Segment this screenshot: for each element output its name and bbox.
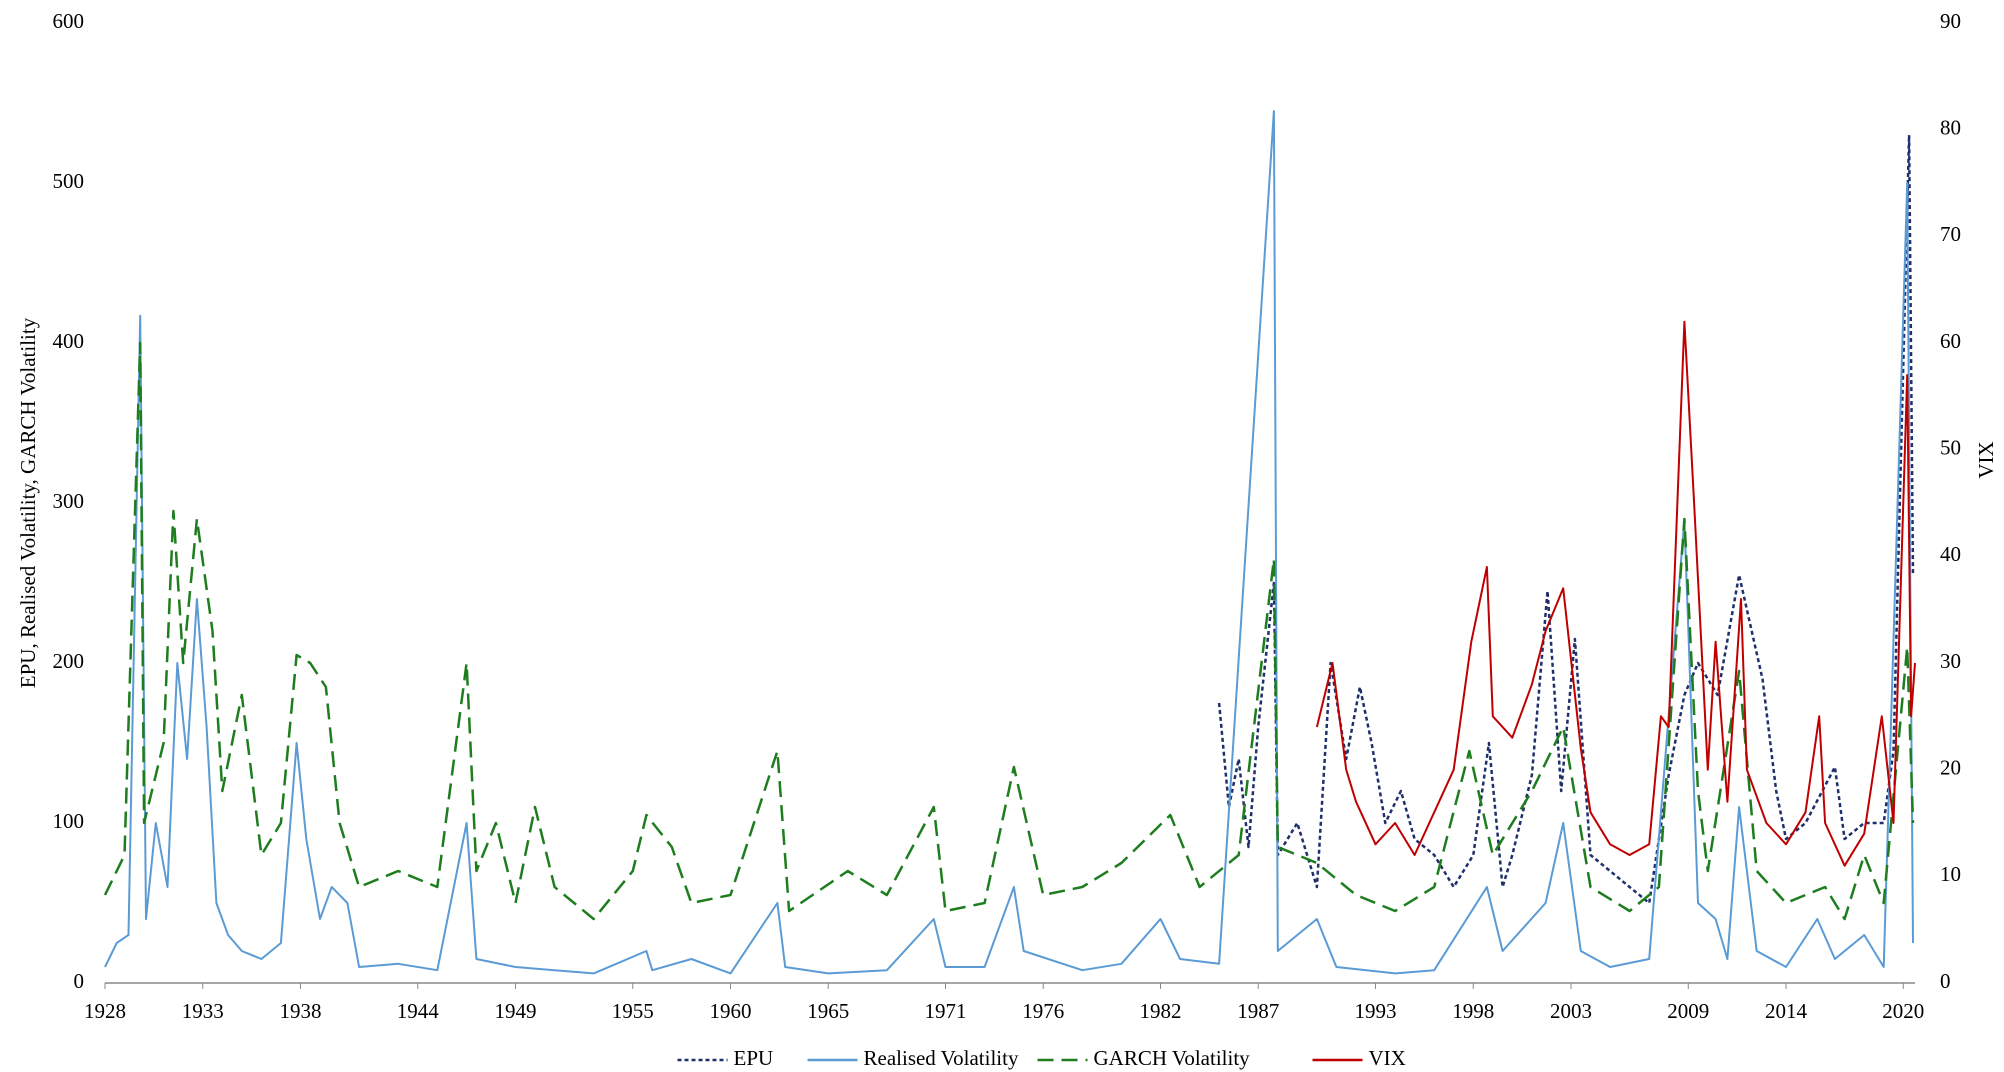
x-tick-label: 1955 [612, 999, 654, 1023]
x-tick-label: 1965 [807, 999, 849, 1023]
y-tick-label: 300 [53, 489, 85, 513]
x-tick-label: 2014 [1765, 999, 1808, 1023]
x-tick-label: 1993 [1355, 999, 1397, 1023]
series-line [103, 341, 1915, 921]
x-tick-label: 1976 [1022, 999, 1064, 1023]
legend-label: GARCH Volatility [1094, 1046, 1251, 1070]
y-tick-label: 100 [53, 809, 85, 833]
x-tick-label: 2020 [1882, 999, 1924, 1023]
x-tick-label: 1998 [1452, 999, 1494, 1023]
y2-tick-label: 90 [1940, 9, 1961, 33]
y2-tick-label: 40 [1940, 542, 1961, 566]
y2-tick-label: 70 [1940, 222, 1961, 246]
x-tick-label: 1987 [1237, 999, 1279, 1023]
x-tick-label: 1960 [709, 999, 751, 1023]
x-tick-label: 1982 [1140, 999, 1182, 1023]
y2-tick-label: 10 [1940, 862, 1961, 886]
y2-tick-label: 50 [1940, 435, 1961, 459]
x-tick-label: 1971 [924, 999, 966, 1023]
series-line [104, 110, 1914, 975]
x-tick-label: 2009 [1667, 999, 1709, 1023]
series-line [1217, 133, 1915, 905]
y-tick-label: 400 [53, 329, 85, 353]
x-tick-label: 1938 [279, 999, 321, 1023]
y2-tick-label: 30 [1940, 649, 1961, 673]
y2-tick-label: 60 [1940, 329, 1961, 353]
legend-label: VIX [1369, 1046, 1406, 1070]
y2-axis-label: VIX [1974, 441, 1998, 478]
y2-tick-label: 80 [1940, 115, 1961, 139]
y2-tick-label: 0 [1940, 969, 1951, 993]
y-tick-label: 0 [74, 969, 85, 993]
x-tick-label: 1944 [397, 999, 440, 1023]
x-tick-label: 1949 [494, 999, 536, 1023]
legend-label: Realised Volatility [864, 1046, 1019, 1070]
y-tick-label: 500 [53, 169, 85, 193]
legend-label: EPU [734, 1046, 774, 1070]
y-tick-label: 600 [53, 9, 85, 33]
y2-tick-label: 20 [1940, 755, 1961, 779]
y-axis-label: EPU, Realised Volatility, GARCH Volatili… [16, 317, 40, 688]
series-line [1315, 320, 1916, 867]
x-tick-label: 2003 [1550, 999, 1592, 1023]
x-tick-label: 1933 [182, 999, 224, 1023]
y-tick-label: 200 [53, 649, 85, 673]
x-tick-label: 1928 [84, 999, 126, 1023]
